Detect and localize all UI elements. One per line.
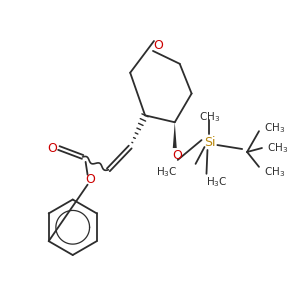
Text: O: O [153, 40, 163, 52]
Text: H$_3$C: H$_3$C [206, 175, 228, 189]
Polygon shape [173, 122, 177, 148]
Text: Si: Si [204, 136, 215, 148]
Text: CH$_3$: CH$_3$ [264, 121, 285, 135]
Text: O: O [47, 142, 57, 154]
Text: H$_3$C: H$_3$C [156, 165, 178, 179]
Text: O: O [85, 173, 95, 186]
Text: O: O [172, 149, 182, 162]
Text: CH$_3$: CH$_3$ [267, 141, 288, 155]
Text: CH$_3$: CH$_3$ [199, 110, 220, 124]
Text: CH$_3$: CH$_3$ [264, 165, 285, 179]
